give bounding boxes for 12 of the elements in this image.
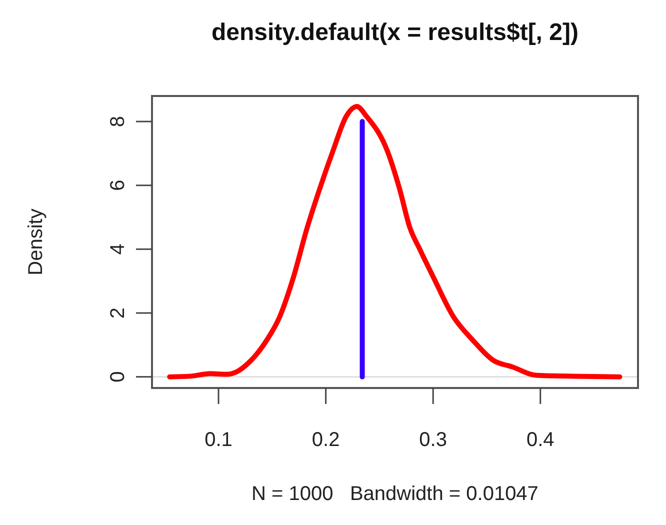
x-tick-label: 0.3 — [419, 429, 447, 451]
y-tick-label: 4 — [107, 244, 129, 255]
x-tick-label: 0.4 — [526, 429, 554, 451]
x-axis-title: N = 1000 Bandwidth = 0.01047 — [252, 483, 538, 505]
y-axis-title: Density — [25, 208, 47, 276]
y-tick-label: 6 — [107, 180, 129, 191]
y-tick-label: 8 — [107, 116, 129, 128]
y-tick-label: 2 — [107, 307, 129, 319]
y-tick-label: 0 — [107, 371, 129, 382]
x-tick-label: 0.2 — [312, 429, 340, 451]
chart-title: density.default(x = results$t[, 2]) — [212, 19, 578, 46]
x-tick-label: 0.1 — [204, 429, 232, 451]
